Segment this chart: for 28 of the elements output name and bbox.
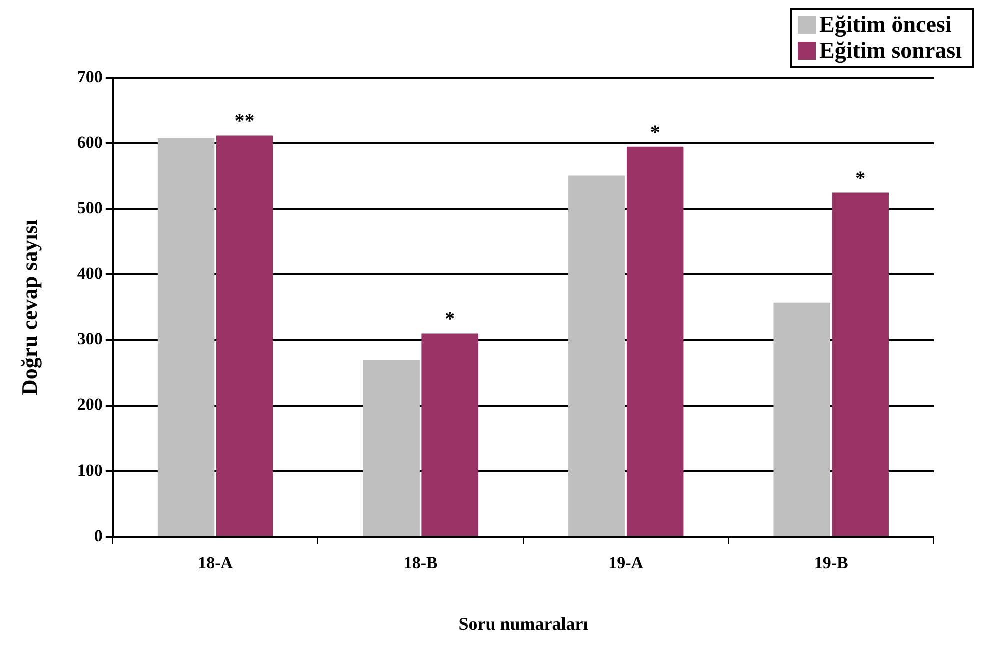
y-tick-label: 0: [94, 526, 103, 546]
y-axis-title: Doğru cevap sayısı: [16, 220, 42, 396]
x-tick-label: 18-A: [198, 554, 234, 573]
x-tick-label: 18-B: [404, 554, 438, 573]
x-axis-title: Soru numaraları: [458, 614, 588, 634]
y-tick-label: 600: [77, 132, 103, 152]
legend-label: Eğitim sonrası: [820, 38, 962, 64]
annotation: *: [856, 168, 866, 190]
bar: [363, 360, 420, 536]
x-tick-label: 19-B: [814, 554, 848, 573]
x-tick-label: 19-A: [608, 554, 644, 573]
bar: [626, 146, 684, 536]
bar: [216, 136, 274, 536]
y-tick-label: 400: [77, 264, 103, 284]
y-tick-label: 500: [77, 198, 103, 218]
annotation: *: [445, 308, 456, 331]
legend-label: Eğitim öncesi: [820, 12, 952, 38]
y-tick-label: 100: [77, 460, 103, 480]
bar: [568, 176, 626, 536]
bar: [832, 192, 889, 536]
annotation: **: [234, 110, 255, 133]
bar: [158, 138, 215, 536]
annotation: *: [650, 122, 660, 144]
y-tick-label: 700: [77, 67, 103, 86]
y-tick-label: 300: [77, 330, 103, 349]
bar: [774, 302, 830, 536]
y-tick-label: 200: [77, 395, 103, 414]
bar: [422, 334, 478, 536]
